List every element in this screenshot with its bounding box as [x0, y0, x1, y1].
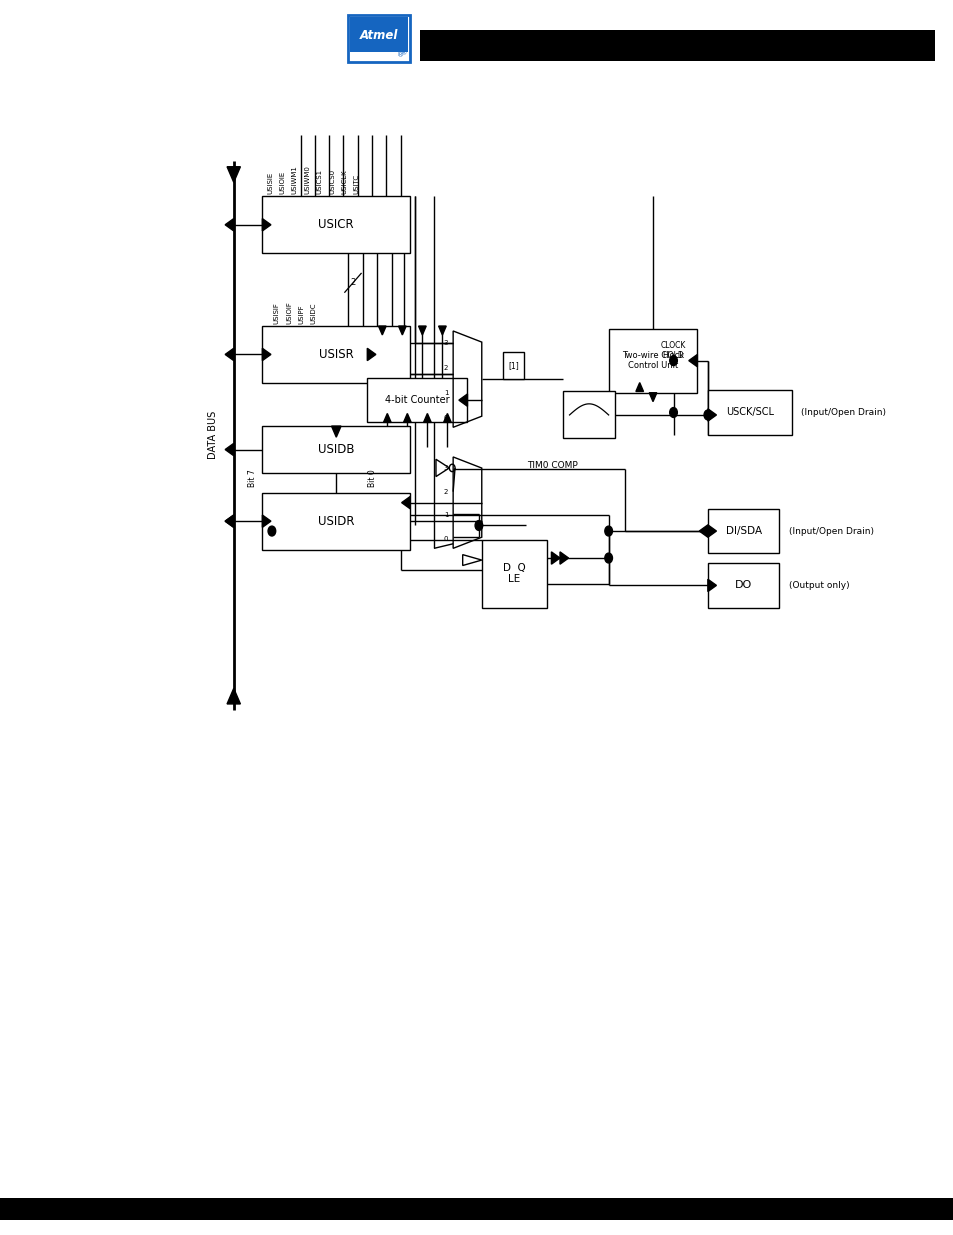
- FancyBboxPatch shape: [350, 17, 408, 52]
- Polygon shape: [688, 354, 697, 367]
- Polygon shape: [378, 326, 386, 335]
- Text: USICLK: USICLK: [341, 169, 347, 194]
- Text: USISIE: USISIE: [267, 172, 273, 194]
- Text: Two-wire Clock
Control Unit: Two-wire Clock Control Unit: [621, 351, 683, 370]
- FancyBboxPatch shape: [562, 391, 615, 438]
- FancyBboxPatch shape: [707, 509, 779, 553]
- Polygon shape: [367, 348, 375, 361]
- Text: DI/SDA: DI/SDA: [725, 526, 760, 536]
- Polygon shape: [262, 515, 271, 527]
- Text: 2: 2: [443, 489, 448, 495]
- Circle shape: [669, 356, 677, 366]
- Text: DO: DO: [734, 580, 752, 590]
- Text: USIDR: USIDR: [317, 515, 355, 527]
- Polygon shape: [262, 219, 271, 231]
- Polygon shape: [707, 409, 716, 421]
- FancyBboxPatch shape: [502, 352, 523, 379]
- Text: 2: 2: [443, 364, 448, 370]
- Polygon shape: [227, 167, 240, 183]
- Text: (Input/Open Drain): (Input/Open Drain): [788, 526, 873, 536]
- Text: USIOIE: USIOIE: [279, 170, 285, 194]
- Text: ®: ®: [399, 52, 405, 57]
- FancyBboxPatch shape: [348, 15, 410, 62]
- Text: Atmel: Atmel: [359, 30, 398, 42]
- Text: 0: 0: [443, 415, 448, 421]
- Polygon shape: [699, 525, 707, 537]
- FancyBboxPatch shape: [0, 1198, 953, 1220]
- Text: ®: ®: [397, 52, 404, 58]
- Circle shape: [703, 410, 711, 420]
- Text: 2: 2: [350, 278, 355, 288]
- Polygon shape: [636, 383, 643, 391]
- Text: 3: 3: [443, 340, 448, 346]
- Polygon shape: [648, 393, 656, 401]
- Text: CLOCK
HOLD: CLOCK HOLD: [660, 341, 685, 361]
- FancyBboxPatch shape: [481, 540, 546, 608]
- Text: (Input/Open Drain): (Input/Open Drain): [801, 408, 885, 417]
- Polygon shape: [551, 552, 559, 564]
- Polygon shape: [707, 525, 716, 537]
- Polygon shape: [418, 326, 426, 335]
- FancyBboxPatch shape: [262, 196, 410, 253]
- Polygon shape: [383, 414, 391, 422]
- Text: USICR: USICR: [318, 219, 354, 231]
- Text: Bit 7: Bit 7: [248, 469, 257, 487]
- Text: (Output only): (Output only): [788, 580, 849, 590]
- Circle shape: [604, 553, 612, 563]
- Text: USIOIF: USIOIF: [286, 300, 292, 324]
- Text: USICS0: USICS0: [329, 169, 335, 194]
- FancyBboxPatch shape: [367, 378, 467, 422]
- Polygon shape: [398, 326, 406, 335]
- Circle shape: [475, 521, 482, 531]
- Text: USITC: USITC: [354, 174, 359, 194]
- FancyBboxPatch shape: [608, 329, 697, 393]
- Text: 1: 1: [443, 389, 448, 395]
- FancyBboxPatch shape: [262, 326, 410, 383]
- Polygon shape: [559, 552, 568, 564]
- Text: Atmel: Atmel: [358, 28, 399, 41]
- Text: USIDB: USIDB: [317, 443, 355, 456]
- Text: USISIF: USISIF: [274, 301, 279, 324]
- Text: D  Q
LE: D Q LE: [502, 563, 525, 584]
- Text: USCK/SCL: USCK/SCL: [725, 408, 773, 417]
- FancyBboxPatch shape: [262, 493, 410, 550]
- Text: 0: 0: [443, 536, 448, 542]
- Text: 3: 3: [443, 464, 448, 471]
- FancyBboxPatch shape: [419, 30, 934, 61]
- Text: 1: 1: [443, 513, 448, 519]
- Polygon shape: [423, 414, 431, 422]
- Polygon shape: [225, 443, 233, 456]
- Polygon shape: [403, 414, 411, 422]
- Polygon shape: [458, 394, 467, 406]
- Polygon shape: [443, 414, 451, 422]
- Circle shape: [604, 526, 612, 536]
- Text: Bit 0: Bit 0: [367, 469, 376, 487]
- Text: [1]: [1]: [507, 361, 518, 370]
- Circle shape: [268, 526, 275, 536]
- Polygon shape: [401, 496, 410, 509]
- Circle shape: [669, 408, 677, 417]
- Polygon shape: [438, 326, 446, 335]
- Polygon shape: [225, 515, 233, 527]
- Polygon shape: [227, 688, 240, 704]
- Text: 4-bit Counter: 4-bit Counter: [385, 395, 449, 405]
- Text: USIWM1: USIWM1: [292, 165, 297, 194]
- Polygon shape: [225, 515, 233, 527]
- Polygon shape: [332, 426, 341, 437]
- Text: USIDC: USIDC: [311, 303, 316, 324]
- Text: USICS1: USICS1: [316, 169, 322, 194]
- FancyBboxPatch shape: [262, 426, 410, 473]
- Text: TIM0 COMP: TIM0 COMP: [526, 461, 577, 471]
- Polygon shape: [262, 348, 271, 361]
- Polygon shape: [707, 579, 716, 592]
- Polygon shape: [225, 219, 233, 231]
- Text: DATA BUS: DATA BUS: [208, 411, 217, 459]
- FancyBboxPatch shape: [707, 563, 779, 608]
- FancyBboxPatch shape: [707, 390, 791, 435]
- Text: USIWM0: USIWM0: [304, 165, 310, 194]
- Text: USISR: USISR: [318, 348, 354, 361]
- Text: USIPF: USIPF: [298, 304, 304, 324]
- Polygon shape: [225, 348, 233, 361]
